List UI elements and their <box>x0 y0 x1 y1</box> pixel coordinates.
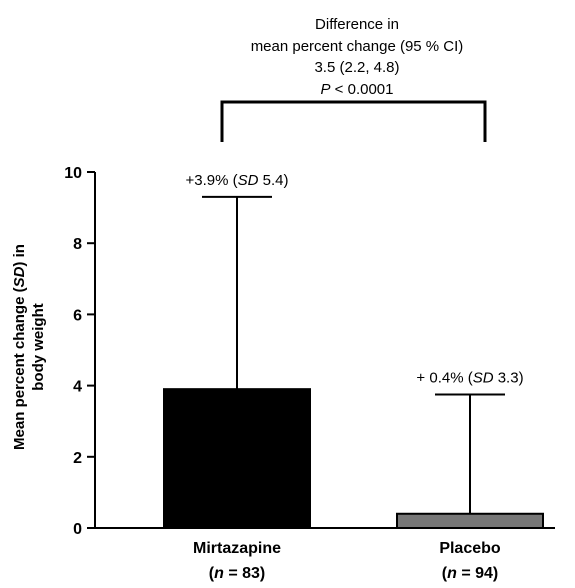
category-label: Placebo <box>439 540 501 557</box>
svg-text:Mean percent change (SD) in: Mean percent change (SD) in <box>11 244 28 450</box>
category-label: Mirtazapine <box>193 540 281 557</box>
sample-size-label: (n = 94) <box>442 565 498 582</box>
bar-placebo <box>396 512 544 530</box>
comparison-p-value: P < 0.0001 <box>321 81 394 98</box>
y-tick-label: 10 <box>64 165 82 182</box>
y-tick-label: 0 <box>73 521 82 538</box>
y-tick-label: 2 <box>73 450 82 467</box>
comparison-line-1: Difference in <box>315 16 399 33</box>
sample-size-label: (n = 83) <box>209 565 265 582</box>
y-axis-label: Mean percent change (SD) in body weight <box>11 244 47 450</box>
y-tick-label: 8 <box>73 236 82 253</box>
bars: +3.9% (SD 5.4) + 0.4% (SD 3.3) <box>163 172 544 530</box>
comparison-line-3: 3.5 (2.2, 4.8) <box>314 59 399 76</box>
sd-annotation: +3.9% (SD 5.4) <box>186 172 289 189</box>
sd-annotation: + 0.4% (SD 3.3) <box>416 370 523 387</box>
comparison-line-2: mean percent change (95 % CI) <box>251 38 464 55</box>
comparison-bracket <box>220 100 487 142</box>
bar-mirtazapine <box>163 388 311 529</box>
y-tick-label: 4 <box>73 379 82 396</box>
y-axis-ticks: 0 2 4 6 8 10 <box>64 165 95 538</box>
svg-text:body weight: body weight <box>30 303 47 391</box>
category-labels: Mirtazapine (n = 83) Placebo (n = 94) <box>193 540 501 582</box>
y-tick-label: 6 <box>73 307 82 324</box>
